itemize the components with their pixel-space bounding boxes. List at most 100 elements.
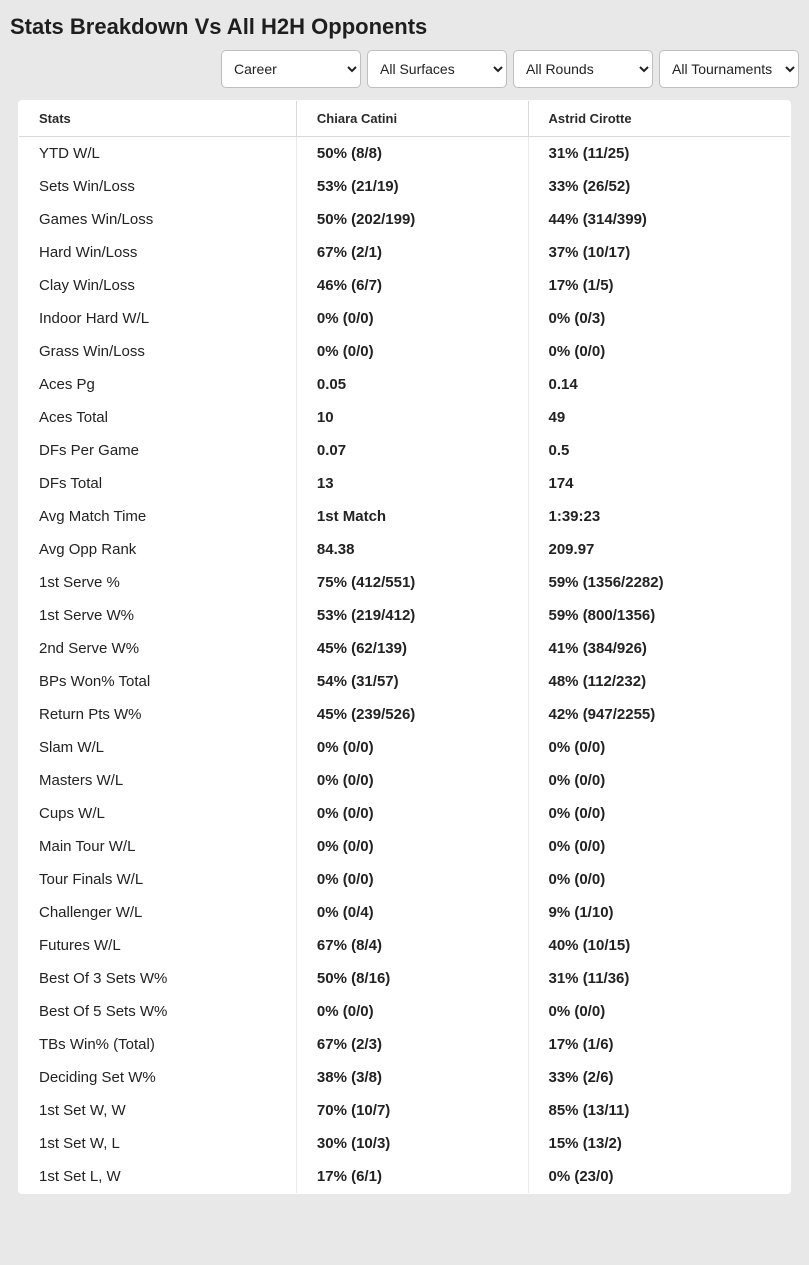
stat-value-player1: 1st Match [296,500,528,533]
table-row: DFs Per Game0.070.5 [19,434,791,467]
stat-label: Avg Opp Rank [19,533,297,566]
stat-label: Indoor Hard W/L [19,302,297,335]
stat-value-player1: 0% (0/0) [296,302,528,335]
table-row: Sets Win/Loss53% (21/19)33% (26/52) [19,170,791,203]
stat-value-player2: 48% (112/232) [528,665,791,698]
stat-value-player2: 33% (2/6) [528,1061,791,1094]
stat-label: Deciding Set W% [19,1061,297,1094]
col-header-player1: Chiara Catini [296,101,528,137]
table-row: Deciding Set W%38% (3/8)33% (2/6) [19,1061,791,1094]
stat-label: 1st Set W, W [19,1094,297,1127]
stat-value-player2: 15% (13/2) [528,1127,791,1160]
stat-label: 1st Set L, W [19,1160,297,1194]
stat-value-player2: 0.14 [528,368,791,401]
table-row: 1st Serve %75% (412/551)59% (1356/2282) [19,566,791,599]
stat-label: 1st Serve W% [19,599,297,632]
table-row: Challenger W/L0% (0/4)9% (1/10) [19,896,791,929]
table-row: 1st Set W, W70% (10/7)85% (13/11) [19,1094,791,1127]
filter-surfaces-select[interactable]: All Surfaces [367,50,507,88]
stat-value-player2: 42% (947/2255) [528,698,791,731]
stat-value-player1: 0.07 [296,434,528,467]
stat-value-player2: 40% (10/15) [528,929,791,962]
stat-value-player1: 53% (219/412) [296,599,528,632]
table-row: TBs Win% (Total)67% (2/3)17% (1/6) [19,1028,791,1061]
stat-value-player2: 0% (0/0) [528,863,791,896]
table-row: 2nd Serve W%45% (62/139)41% (384/926) [19,632,791,665]
stat-value-player1: 0.05 [296,368,528,401]
stat-value-player2: 0.5 [528,434,791,467]
table-row: Clay Win/Loss46% (6/7)17% (1/5) [19,269,791,302]
filter-tournaments-select[interactable]: All Tournaments [659,50,799,88]
stat-value-player2: 59% (800/1356) [528,599,791,632]
stat-value-player1: 38% (3/8) [296,1061,528,1094]
stat-label: Best Of 3 Sets W% [19,962,297,995]
stat-value-player2: 31% (11/36) [528,962,791,995]
table-row: 1st Serve W%53% (219/412)59% (800/1356) [19,599,791,632]
stat-label: Aces Total [19,401,297,434]
table-row: Indoor Hard W/L0% (0/0)0% (0/3) [19,302,791,335]
table-row: Avg Match Time1st Match1:39:23 [19,500,791,533]
stat-value-player1: 0% (0/0) [296,335,528,368]
stat-label: YTD W/L [19,137,297,171]
table-row: YTD W/L50% (8/8)31% (11/25) [19,137,791,171]
stat-value-player1: 50% (8/8) [296,137,528,171]
stat-value-player1: 0% (0/4) [296,896,528,929]
col-header-player2: Astrid Cirotte [528,101,791,137]
stat-label: 2nd Serve W% [19,632,297,665]
stat-value-player2: 0% (0/0) [528,995,791,1028]
table-row: Best Of 5 Sets W%0% (0/0)0% (0/0) [19,995,791,1028]
stat-value-player2: 37% (10/17) [528,236,791,269]
stat-label: Return Pts W% [19,698,297,731]
stat-value-player2: 85% (13/11) [528,1094,791,1127]
stat-label: Sets Win/Loss [19,170,297,203]
stat-label: Slam W/L [19,731,297,764]
stat-label: 1st Serve % [19,566,297,599]
table-row: Best Of 3 Sets W%50% (8/16)31% (11/36) [19,962,791,995]
stat-value-player1: 0% (0/0) [296,797,528,830]
stat-value-player1: 13 [296,467,528,500]
table-row: DFs Total13174 [19,467,791,500]
stat-value-player2: 59% (1356/2282) [528,566,791,599]
stat-value-player1: 46% (6/7) [296,269,528,302]
stats-table-container: Stats Chiara Catini Astrid Cirotte YTD W… [18,100,791,1194]
stat-value-player1: 0% (0/0) [296,995,528,1028]
stat-value-player1: 75% (412/551) [296,566,528,599]
stat-label: DFs Total [19,467,297,500]
table-row: Aces Pg0.050.14 [19,368,791,401]
stat-label: Grass Win/Loss [19,335,297,368]
stat-value-player2: 0% (0/0) [528,335,791,368]
stat-value-player2: 0% (0/0) [528,797,791,830]
table-row: Games Win/Loss50% (202/199)44% (314/399) [19,203,791,236]
stat-value-player2: 31% (11/25) [528,137,791,171]
table-row: Tour Finals W/L0% (0/0)0% (0/0) [19,863,791,896]
stat-value-player1: 0% (0/0) [296,863,528,896]
table-row: BPs Won% Total54% (31/57)48% (112/232) [19,665,791,698]
table-row: Slam W/L0% (0/0)0% (0/0) [19,731,791,764]
stat-label: Tour Finals W/L [19,863,297,896]
table-row: Hard Win/Loss67% (2/1)37% (10/17) [19,236,791,269]
stat-label: Futures W/L [19,929,297,962]
filter-career-select[interactable]: Career [221,50,361,88]
stat-value-player1: 67% (2/1) [296,236,528,269]
stat-label: Best Of 5 Sets W% [19,995,297,1028]
stat-value-player1: 30% (10/3) [296,1127,528,1160]
stat-label: BPs Won% Total [19,665,297,698]
stat-value-player1: 45% (239/526) [296,698,528,731]
stat-value-player1: 0% (0/0) [296,764,528,797]
stat-label: Cups W/L [19,797,297,830]
stat-value-player1: 0% (0/0) [296,830,528,863]
stat-value-player1: 0% (0/0) [296,731,528,764]
table-row: Grass Win/Loss0% (0/0)0% (0/0) [19,335,791,368]
stat-value-player1: 10 [296,401,528,434]
table-row: Cups W/L0% (0/0)0% (0/0) [19,797,791,830]
table-row: 1st Set L, W17% (6/1)0% (23/0) [19,1160,791,1194]
table-row: 1st Set W, L30% (10/3)15% (13/2) [19,1127,791,1160]
stat-value-player2: 1:39:23 [528,500,791,533]
stat-value-player2: 0% (0/0) [528,764,791,797]
filter-bar: Career All Surfaces All Rounds All Tourn… [0,50,809,100]
filter-rounds-select[interactable]: All Rounds [513,50,653,88]
stat-value-player2: 0% (23/0) [528,1160,791,1194]
stat-label: Challenger W/L [19,896,297,929]
table-row: Aces Total1049 [19,401,791,434]
stat-label: Masters W/L [19,764,297,797]
